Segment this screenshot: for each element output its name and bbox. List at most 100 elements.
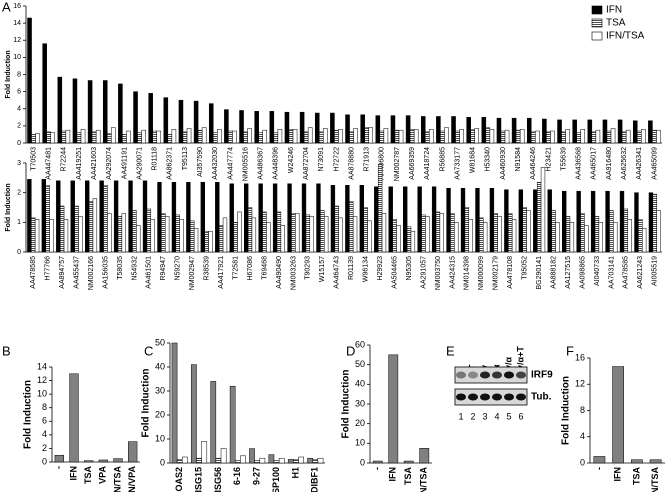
y-axis-title: Fold Induction (23, 380, 34, 449)
x-tick-label: NM002179 (493, 256, 500, 290)
x-tick-label: H53340 (485, 147, 492, 172)
lane-number: 3 (482, 411, 487, 421)
x-tick-label: AA448396 (273, 147, 280, 180)
bar (254, 460, 261, 464)
bar (531, 131, 536, 144)
bar (272, 183, 278, 253)
y-tick-label: 12 (37, 375, 47, 385)
x-tick-label: AA872704 (303, 147, 310, 180)
x-tick-label: T70503 (30, 147, 37, 171)
bar (500, 130, 506, 144)
y-tick-label: 1 (17, 219, 21, 226)
bar (88, 201, 94, 253)
blot-band (515, 393, 527, 401)
bar (634, 192, 639, 253)
bar (403, 460, 414, 464)
bar (113, 458, 123, 463)
bar (186, 182, 191, 253)
legend-label: IFN (606, 5, 622, 16)
bar (107, 213, 112, 253)
bar (609, 210, 614, 253)
lane-number: 1 (458, 411, 463, 421)
y-tick-label: 16 (575, 352, 585, 362)
blot-band (491, 393, 503, 401)
bar (128, 180, 133, 253)
bar (485, 127, 491, 144)
bar (368, 127, 374, 144)
blot-band (467, 371, 479, 379)
x-tick-label: AA464743 (334, 256, 341, 289)
x-tick-label: 9-27 (252, 467, 262, 485)
y-tick-label: 3 (17, 160, 21, 167)
x-tick-label: - (54, 466, 64, 469)
x-tick-label: R01139 (348, 256, 355, 280)
panel-letter: A (2, 0, 11, 14)
x-tick-label: T72581 (232, 256, 239, 280)
bar (314, 112, 320, 144)
bar (363, 207, 368, 253)
bar (352, 216, 358, 253)
legend-label: TSA (606, 18, 626, 29)
bar (291, 213, 296, 253)
bar (561, 131, 566, 144)
bar (648, 120, 653, 144)
bar (383, 128, 389, 144)
bar (273, 460, 280, 464)
x-tick-label: H29923 (377, 256, 384, 281)
x-tick-label: T55639 (560, 147, 567, 171)
bar (474, 128, 480, 144)
bar (220, 448, 227, 464)
x-tick-label: - (594, 467, 604, 470)
bar (309, 216, 314, 253)
bar (444, 127, 449, 144)
x-tick-label: AA465099 (651, 147, 658, 180)
x-tick-label: AA878880 (348, 147, 355, 180)
x-tick-label: N73091 (318, 147, 325, 172)
bar (157, 182, 162, 253)
bar (35, 133, 40, 144)
bar (367, 220, 372, 253)
x-tick-label: AA447481 (46, 147, 53, 180)
x-tick-label: AA426341 (636, 147, 643, 180)
bar (307, 457, 313, 464)
bar (489, 187, 495, 253)
x-tick-label: R56885 (439, 147, 446, 172)
bar (34, 219, 40, 253)
bar (288, 129, 294, 144)
bar (475, 187, 480, 253)
bar (42, 43, 47, 144)
y-tick-label: 6 (42, 416, 47, 426)
y-axis-title: Fold Induction (5, 183, 12, 231)
bar (425, 216, 430, 253)
bar (54, 454, 64, 463)
bar (78, 216, 83, 253)
bar (451, 116, 456, 144)
y-tick-label: 6 (17, 88, 21, 95)
bar (511, 117, 517, 144)
bar (377, 164, 383, 253)
y-tick-label: 0 (360, 457, 365, 467)
legend-swatch (591, 5, 603, 15)
bar (141, 129, 146, 144)
bar (215, 182, 220, 253)
x-tick-label: AA127515 (565, 256, 572, 289)
bar (259, 457, 266, 464)
bar (163, 97, 169, 144)
blot-band (503, 393, 515, 401)
x-tick-label: IFN (388, 467, 398, 482)
bar (638, 219, 643, 253)
x-tick-label: AA478585 (30, 256, 37, 289)
bar (576, 190, 581, 253)
bar (405, 115, 411, 144)
bar (204, 230, 209, 253)
bar (247, 207, 253, 253)
bar (455, 130, 460, 144)
bar (602, 119, 608, 144)
x-tick-label: PRDIBF1 (310, 467, 320, 492)
bar (542, 118, 547, 144)
bar (72, 78, 78, 144)
bar (482, 222, 488, 253)
x-tick-label: H72722 (333, 147, 340, 172)
lane-number: 4 (494, 411, 499, 421)
bar (330, 112, 335, 144)
